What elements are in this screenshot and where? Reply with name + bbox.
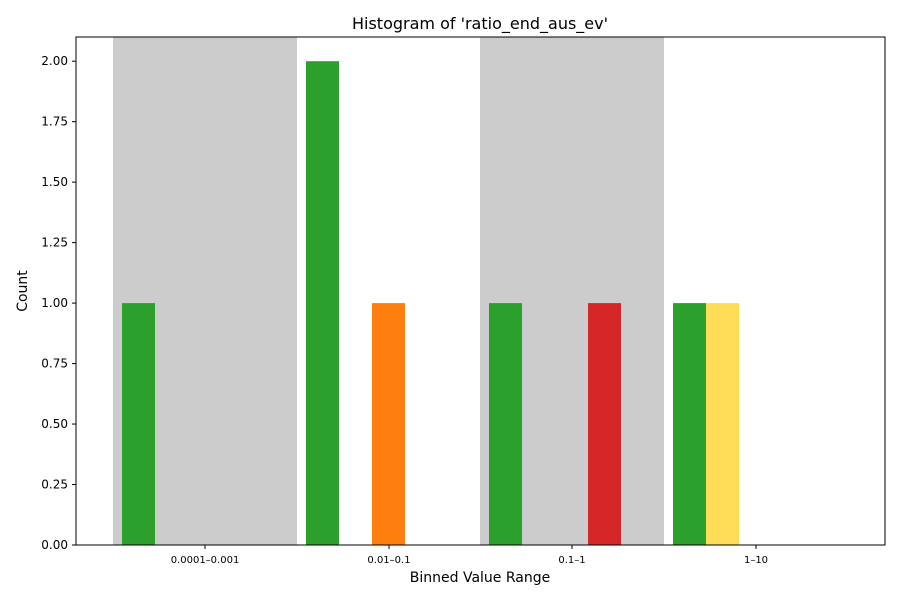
bar-5: [673, 303, 706, 545]
bar-6: [706, 303, 739, 545]
x-tick-label-0: 0.0001–0.001: [171, 555, 240, 566]
x-tick-label-1: 0.01–0.1: [367, 555, 410, 566]
y-tick-label-0: 0.00: [41, 538, 68, 552]
y-tick-label-6: 1.50: [41, 175, 68, 189]
y-tick-label-3: 0.75: [41, 357, 68, 371]
x-axis-label: Binned Value Range: [410, 570, 550, 586]
y-tick-label-5: 1.25: [41, 236, 68, 250]
y-tick-label-2: 0.50: [41, 417, 68, 431]
bar-3: [489, 303, 522, 545]
bar-0: [122, 303, 155, 545]
y-tick-label-1: 0.25: [41, 478, 68, 492]
y-tick-label-4: 1.00: [41, 296, 68, 310]
bar-4: [588, 303, 621, 545]
y-tick-label-8: 2.00: [41, 54, 68, 68]
x-tick-label-3: 1–10: [744, 555, 768, 566]
bar-2: [372, 303, 405, 545]
x-axis: 0.0001–0.001 0.01–0.1 0.1–1 1–10: [171, 545, 768, 566]
y-axis-label: Count: [15, 270, 31, 312]
plot-frame: [75, 36, 886, 546]
x-tick-label-2: 0.1–1: [558, 555, 585, 566]
chart-title: Histogram of 'ratio_end_aus_ev': [352, 14, 608, 34]
y-axis: 0.00 0.25 0.50 0.75 1.00 1.25 1.50 1.75 2.00: [41, 54, 76, 552]
bar-1: [306, 61, 339, 545]
bar-series: [122, 61, 739, 545]
y-tick-label-7: 1.75: [41, 115, 68, 129]
